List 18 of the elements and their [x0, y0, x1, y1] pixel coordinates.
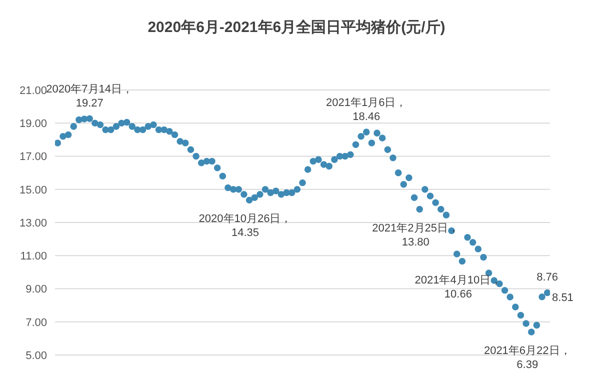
data-label: 2020年7月14日，19.27 [46, 84, 134, 110]
data-label: 2021年2月25日，13.80 [372, 222, 460, 248]
y-tick-label: 13.00 [19, 217, 47, 230]
data-label: 8.51 [552, 292, 574, 304]
y-tick-label: 21.00 [19, 84, 47, 97]
chart-title: 2020年6月-2021年6月全国日平均猪价(元/斤) [146, 18, 446, 37]
y-tick-label: 15.00 [19, 184, 47, 196]
data-label: 2021年1月6日，18.46 [326, 97, 407, 124]
data-label: 2020年10月26日，14.35 [198, 213, 292, 240]
y-tick-label: 17.00 [19, 151, 47, 164]
y-tick-label: 19.00 [19, 118, 47, 130]
y-tick-label: 9.00 [26, 284, 47, 296]
data-label: 2021年4月10日，10.66 [414, 274, 502, 300]
y-tick-label: 5.00 [26, 350, 47, 362]
y-tick-label: 11.00 [20, 250, 47, 263]
y-tick-label: 7.00 [26, 316, 47, 329]
data-label: 8.76 [536, 272, 558, 284]
data-label: 2021年6月22日，6.39 [484, 344, 571, 371]
